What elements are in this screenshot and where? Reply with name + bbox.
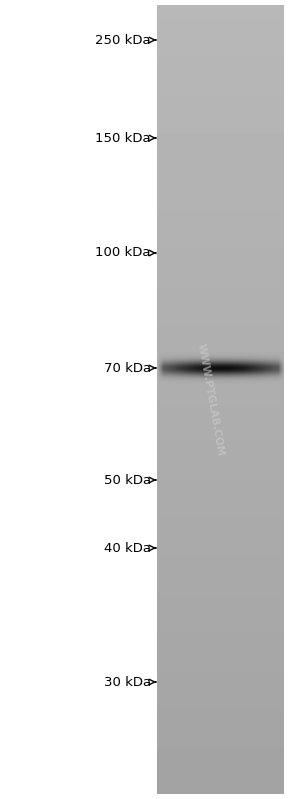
Text: 150 kDa: 150 kDa: [95, 132, 151, 145]
Text: 70 kDa: 70 kDa: [104, 361, 151, 375]
Text: 250 kDa: 250 kDa: [95, 34, 151, 46]
Text: 50 kDa: 50 kDa: [104, 474, 151, 487]
Text: 100 kDa: 100 kDa: [95, 247, 151, 260]
Text: 40 kDa: 40 kDa: [104, 542, 151, 555]
Text: 30 kDa: 30 kDa: [104, 675, 151, 689]
Text: WWW.PTGLAB.COM: WWW.PTGLAB.COM: [195, 342, 225, 457]
